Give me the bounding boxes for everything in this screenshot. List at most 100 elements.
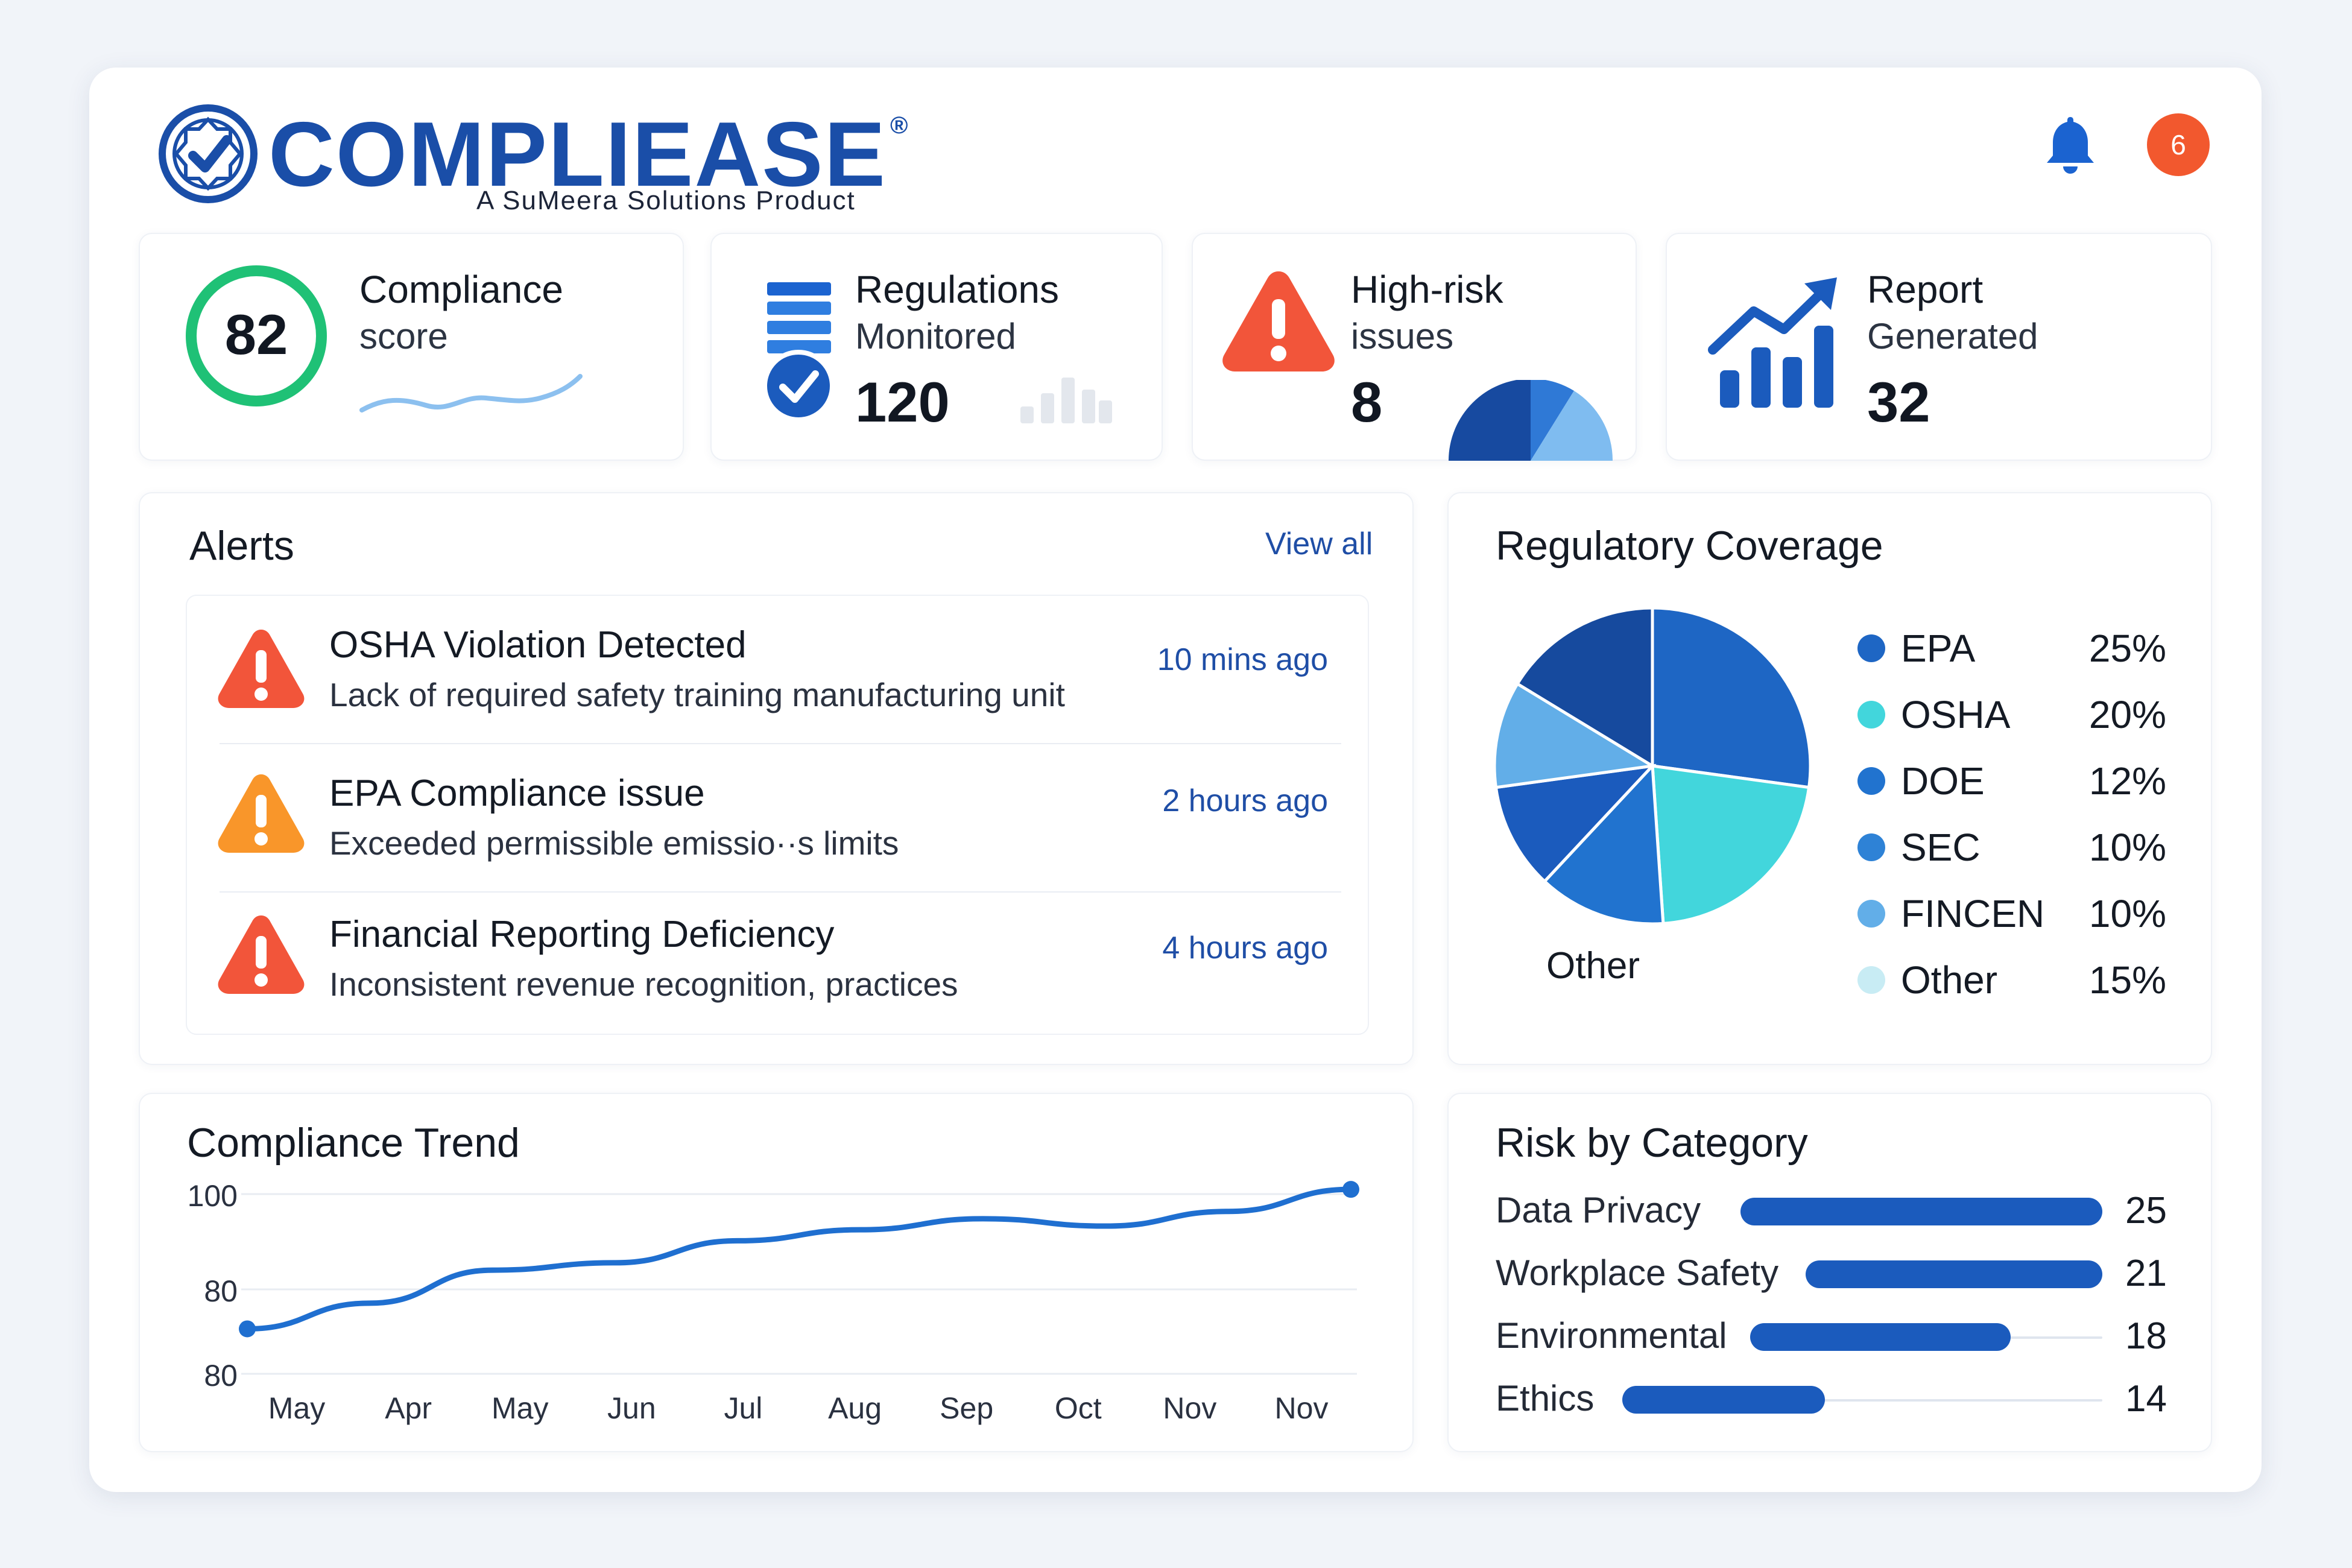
high-risk-mini-pie: [1449, 380, 1613, 461]
warning-orange-icon: [218, 774, 305, 853]
x-tick-label: Nov: [1163, 1391, 1216, 1425]
risk-bar[interactable]: [1740, 1198, 2102, 1225]
alert-time: 4 hours ago: [1162, 931, 1328, 966]
legend-dot: [1857, 833, 1885, 861]
legend-item-osha[interactable]: OSHA 20%: [1853, 690, 2166, 738]
legend-dot: [1857, 900, 1885, 928]
risk-bar[interactable]: [1750, 1323, 2011, 1351]
legend-item-doe[interactable]: DOE 12%: [1853, 756, 2166, 805]
warning-red-icon: [218, 630, 305, 708]
x-tick-label: Jul: [724, 1391, 762, 1425]
high-risk-subtitle: issues: [1351, 316, 1454, 356]
trend-card: [139, 1093, 1414, 1452]
alert-title: Financial Reporting Deficiency: [329, 914, 835, 955]
app-logo[interactable]: COMPLIEASE ® A SuMeera Solutions Product: [157, 103, 911, 223]
pie-other-label: Other: [1546, 945, 1640, 987]
alerts-title: Alerts: [189, 523, 294, 569]
legend-dot: [1857, 634, 1885, 662]
legend-dot: [1857, 966, 1885, 994]
trend-end-point[interactable]: [1342, 1181, 1359, 1198]
x-tick-label: Apr: [385, 1391, 432, 1425]
legend-percent: 15%: [2088, 958, 2166, 1002]
bell-icon[interactable]: [2043, 112, 2098, 179]
legend-label: SEC: [1901, 826, 1981, 869]
coverage-pie-chart: [1493, 606, 1812, 926]
x-tick-label: Oct: [1055, 1391, 1102, 1425]
alert-title: OSHA Violation Detected: [329, 624, 747, 666]
regulations-title: Regulations: [855, 268, 1059, 311]
compliance-score-ring: [186, 265, 327, 406]
alert-title: EPA Compliance issue: [329, 773, 705, 814]
alert-time: 10 mins ago: [1157, 642, 1328, 677]
legend-percent: 12%: [2088, 759, 2166, 803]
compliease-emblem-icon: [159, 104, 258, 203]
risk-category-label: Environmental: [1496, 1315, 1727, 1356]
legend-percent: 25%: [2088, 627, 2166, 670]
growth-chart-icon: [1708, 277, 1837, 408]
risk-value: 14: [2125, 1378, 2167, 1420]
reports-value: 32: [1867, 370, 1930, 434]
risk-value: 25: [2125, 1190, 2167, 1231]
warning-red-icon: [218, 915, 305, 994]
view-all-link[interactable]: View all: [1265, 526, 1373, 561]
alert-description: Lack of required safety training manufac…: [329, 676, 1065, 713]
x-tick-label: May: [268, 1391, 325, 1425]
x-tick-label: Aug: [828, 1391, 882, 1425]
reports-title: Report: [1867, 268, 1984, 311]
alert-item[interactable]: Financial Reporting Deficiency Inconsist…: [187, 891, 1368, 1036]
compliance-sparkline: [359, 374, 583, 413]
risk-title: Risk by Category: [1496, 1120, 1808, 1166]
legend-percent: 20%: [2088, 693, 2166, 736]
compliance-trend-chart: 100 80 80 May Apr May Jun Jul Aug Sep Oct Nov Nov: [188, 1179, 1359, 1425]
trend-start-point[interactable]: [239, 1320, 256, 1338]
alerts-list: OSHA Violation Detected Lack of required…: [186, 595, 1369, 1035]
legend-item-epa[interactable]: EPA 25%: [1853, 624, 2166, 672]
x-tick-label: Sep: [940, 1391, 993, 1425]
risk-category-label: Ethics: [1496, 1378, 1595, 1418]
legend-label: DOE: [1901, 759, 1985, 803]
coverage-title: Regulatory Coverage: [1496, 523, 1883, 569]
pie-slice-fincen[interactable]: [1493, 681, 1657, 789]
y-tick-label: 80: [204, 1359, 238, 1393]
pie-slice-doe[interactable]: [1542, 762, 1665, 926]
legend-label: FINCEN: [1901, 892, 2045, 935]
legend-item-other[interactable]: Other 15%: [1853, 955, 2166, 1004]
legend-item-sec[interactable]: SEC 10%: [1853, 823, 2166, 871]
risk-bar[interactable]: [1622, 1386, 1825, 1414]
regulations-document-check-icon: [762, 282, 835, 422]
legend-dot: [1857, 767, 1885, 795]
legend-label: EPA: [1901, 627, 1976, 670]
legend-percent: 10%: [2088, 826, 2166, 869]
pie-slice-epa[interactable]: [1651, 606, 1812, 789]
legend-dot: [1857, 701, 1885, 729]
pie-slice-osha[interactable]: [1651, 764, 1811, 926]
regulations-subtitle: Monitored: [855, 316, 1016, 356]
high-risk-title: High-risk: [1351, 268, 1503, 311]
compliance-title: Compliance: [359, 268, 563, 311]
legend-percent: 10%: [2088, 892, 2166, 935]
alert-item[interactable]: EPA Compliance issue Exceeded permissibl…: [187, 744, 1368, 889]
app-tagline: A SuMeera Solutions Product: [476, 186, 856, 215]
risk-category-label: Data Privacy: [1496, 1190, 1701, 1230]
alert-divider: [220, 891, 1341, 893]
risk-category-label: Workplace Safety: [1496, 1253, 1779, 1293]
notification-badge[interactable]: 6: [2147, 113, 2210, 176]
risk-bar-track: [1622, 1399, 2102, 1402]
trend-title: Compliance Trend: [187, 1120, 520, 1166]
alert-item[interactable]: OSHA Violation Detected Lack of required…: [187, 596, 1368, 741]
compliance-subtitle: score: [359, 316, 448, 356]
risk-bar[interactable]: [1806, 1260, 2102, 1288]
trend-series-line: [244, 1186, 1354, 1332]
regulations-mini-bars: [1020, 378, 1112, 423]
high-risk-value: 8: [1351, 370, 1383, 434]
risk-value: 21: [2125, 1253, 2167, 1294]
y-tick-label: 80: [204, 1274, 238, 1308]
legend-item-fincen[interactable]: FINCEN 10%: [1853, 889, 2166, 937]
compliance-score-value: 82: [224, 303, 288, 366]
pie-slice-other[interactable]: [1515, 606, 1654, 769]
risk-value: 18: [2125, 1315, 2167, 1357]
kpi-reports-card[interactable]: [1666, 233, 2212, 461]
high-risk-warning-icon: [1222, 271, 1335, 371]
pie-slice-sec[interactable]: [1494, 763, 1657, 884]
reports-subtitle: Generated: [1867, 316, 2038, 356]
